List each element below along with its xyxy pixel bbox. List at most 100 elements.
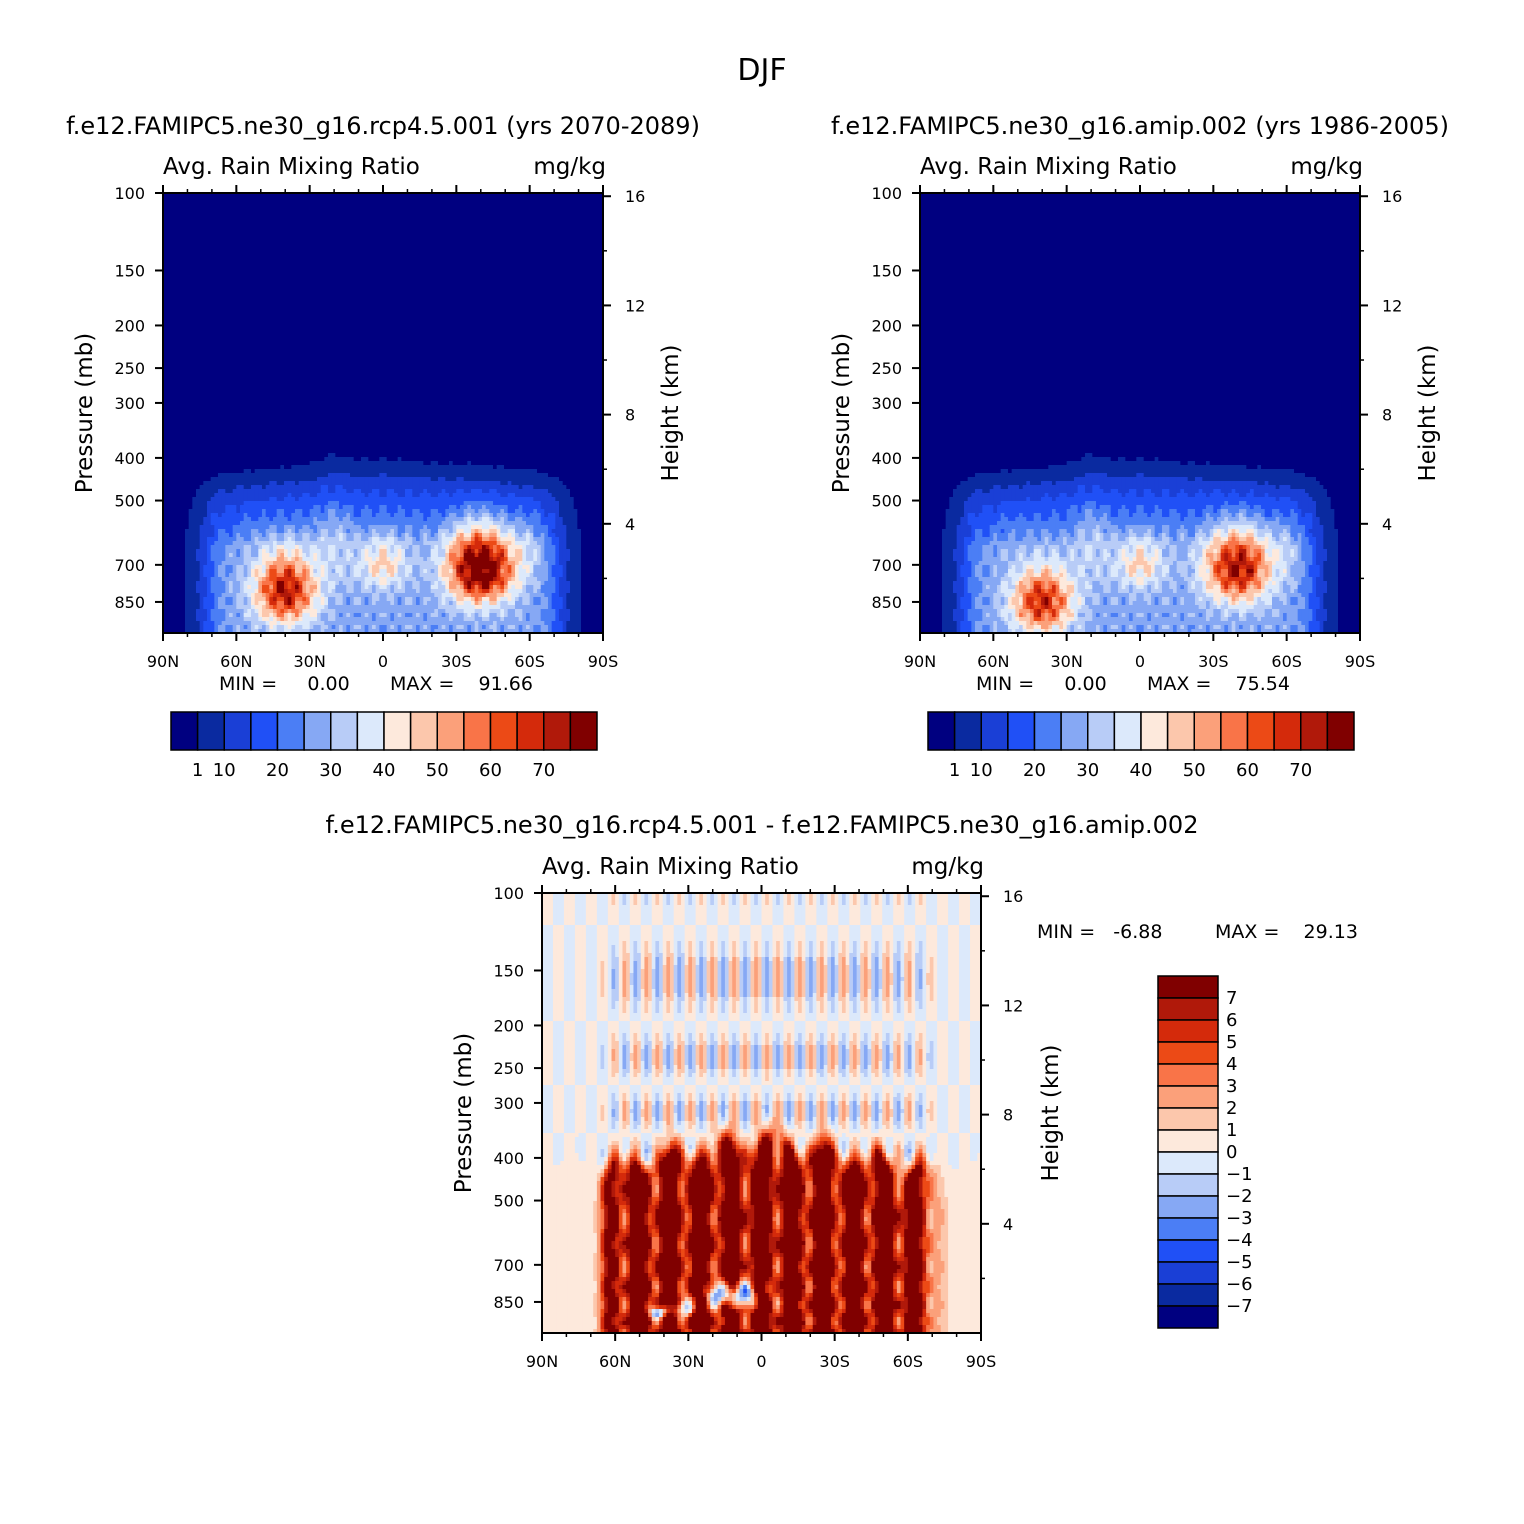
contour-cell: [210, 209, 215, 214]
contour-cell: [419, 329, 424, 334]
contour-cell: [350, 197, 355, 202]
contour-cell: [218, 233, 223, 238]
contour-cell: [383, 269, 388, 274]
contour-cell: [489, 341, 494, 346]
contour-cell: [592, 261, 597, 266]
contour-cell: [559, 337, 564, 342]
contour-cell: [232, 301, 237, 306]
contour-cell: [386, 341, 391, 346]
contour-cell: [441, 309, 446, 314]
contour-cell: [287, 205, 292, 210]
contour-cell: [203, 281, 208, 286]
contour-cell: [529, 321, 534, 326]
contour-cell: [588, 333, 593, 338]
contour-cell: [383, 313, 388, 318]
contour-cell: [599, 313, 604, 318]
contour-cell: [522, 237, 527, 242]
contour-cell: [584, 289, 589, 294]
contour-cell: [551, 197, 556, 202]
contour-cell: [555, 325, 560, 330]
contour-cell: [467, 221, 472, 226]
contour-cell: [548, 221, 553, 226]
contour-cell: [460, 301, 465, 306]
contour-cell: [559, 229, 564, 234]
contour-cell: [353, 353, 358, 358]
contour-cell: [482, 293, 487, 298]
contour-cell: [570, 277, 575, 282]
contour-cell: [383, 329, 388, 334]
contour-cell: [170, 273, 175, 278]
contour-cell: [199, 201, 204, 206]
contour-cell: [423, 337, 428, 342]
contour-cell: [346, 313, 351, 318]
contour-cell: [595, 197, 600, 202]
contour-cell: [364, 209, 369, 214]
contour-cell: [522, 317, 527, 322]
contour-cell: [588, 261, 593, 266]
contour-cell: [471, 205, 476, 210]
contour-cell: [218, 249, 223, 254]
contour-cell: [174, 317, 179, 322]
contour-cell: [320, 261, 325, 266]
contour-cell: [427, 301, 432, 306]
contour-cell: [218, 309, 223, 314]
contour-cell: [383, 261, 388, 266]
contour-cell: [302, 353, 307, 358]
contour-cell: [478, 233, 483, 238]
contour-cell: [401, 341, 406, 346]
contour-cell: [445, 313, 450, 318]
contour-cell: [379, 273, 384, 278]
contour-cell: [335, 205, 340, 210]
contour-cell: [401, 285, 406, 290]
contour-cell: [397, 309, 402, 314]
contour-cell: [511, 301, 516, 306]
contour-cell: [298, 273, 303, 278]
contour-cell: [221, 281, 226, 286]
contour-cell: [540, 289, 545, 294]
contour-cell: [599, 213, 604, 218]
contour-cell: [529, 253, 534, 258]
contour-cell: [507, 217, 512, 222]
contour-cell: [229, 345, 234, 350]
contour-cell: [170, 313, 175, 318]
contour-cell: [331, 325, 336, 330]
contour-cell: [328, 253, 333, 258]
contour-cell: [236, 329, 241, 334]
contour-cell: [408, 241, 413, 246]
contour-cell: [247, 233, 252, 238]
contour-cell: [478, 197, 483, 202]
contour-cell: [265, 269, 270, 274]
contour-cell: [493, 309, 498, 314]
contour-cell: [555, 337, 560, 342]
contour-cell: [328, 193, 333, 198]
contour-cell: [493, 313, 498, 318]
contour-cell: [401, 301, 406, 306]
contour-cell: [390, 309, 395, 314]
contour-cell: [540, 285, 545, 290]
contour-cell: [324, 249, 329, 254]
contour-cell: [474, 213, 479, 218]
contour-cell: [471, 217, 476, 222]
contour-cell: [595, 289, 600, 294]
contour-cell: [540, 325, 545, 330]
contour-cell: [584, 345, 589, 350]
contour-cell: [342, 209, 347, 214]
contour-cell: [507, 245, 512, 250]
contour-cell: [474, 289, 479, 294]
contour-cell: [258, 285, 263, 290]
contour-cell: [445, 221, 450, 226]
contour-cell: [269, 237, 274, 242]
contour-cell: [592, 337, 597, 342]
contour-cell: [566, 345, 571, 350]
contour-cell: [478, 305, 483, 310]
contour-cell: [284, 209, 289, 214]
contour-cell: [467, 305, 472, 310]
contour-cell: [537, 257, 542, 262]
contour-cell: [247, 249, 252, 254]
contour-cell: [397, 329, 402, 334]
contour-cell: [581, 225, 586, 230]
contour-cell: [584, 257, 589, 262]
contour-cell: [353, 245, 358, 250]
contour-cell: [225, 301, 230, 306]
contour-cell: [251, 345, 256, 350]
